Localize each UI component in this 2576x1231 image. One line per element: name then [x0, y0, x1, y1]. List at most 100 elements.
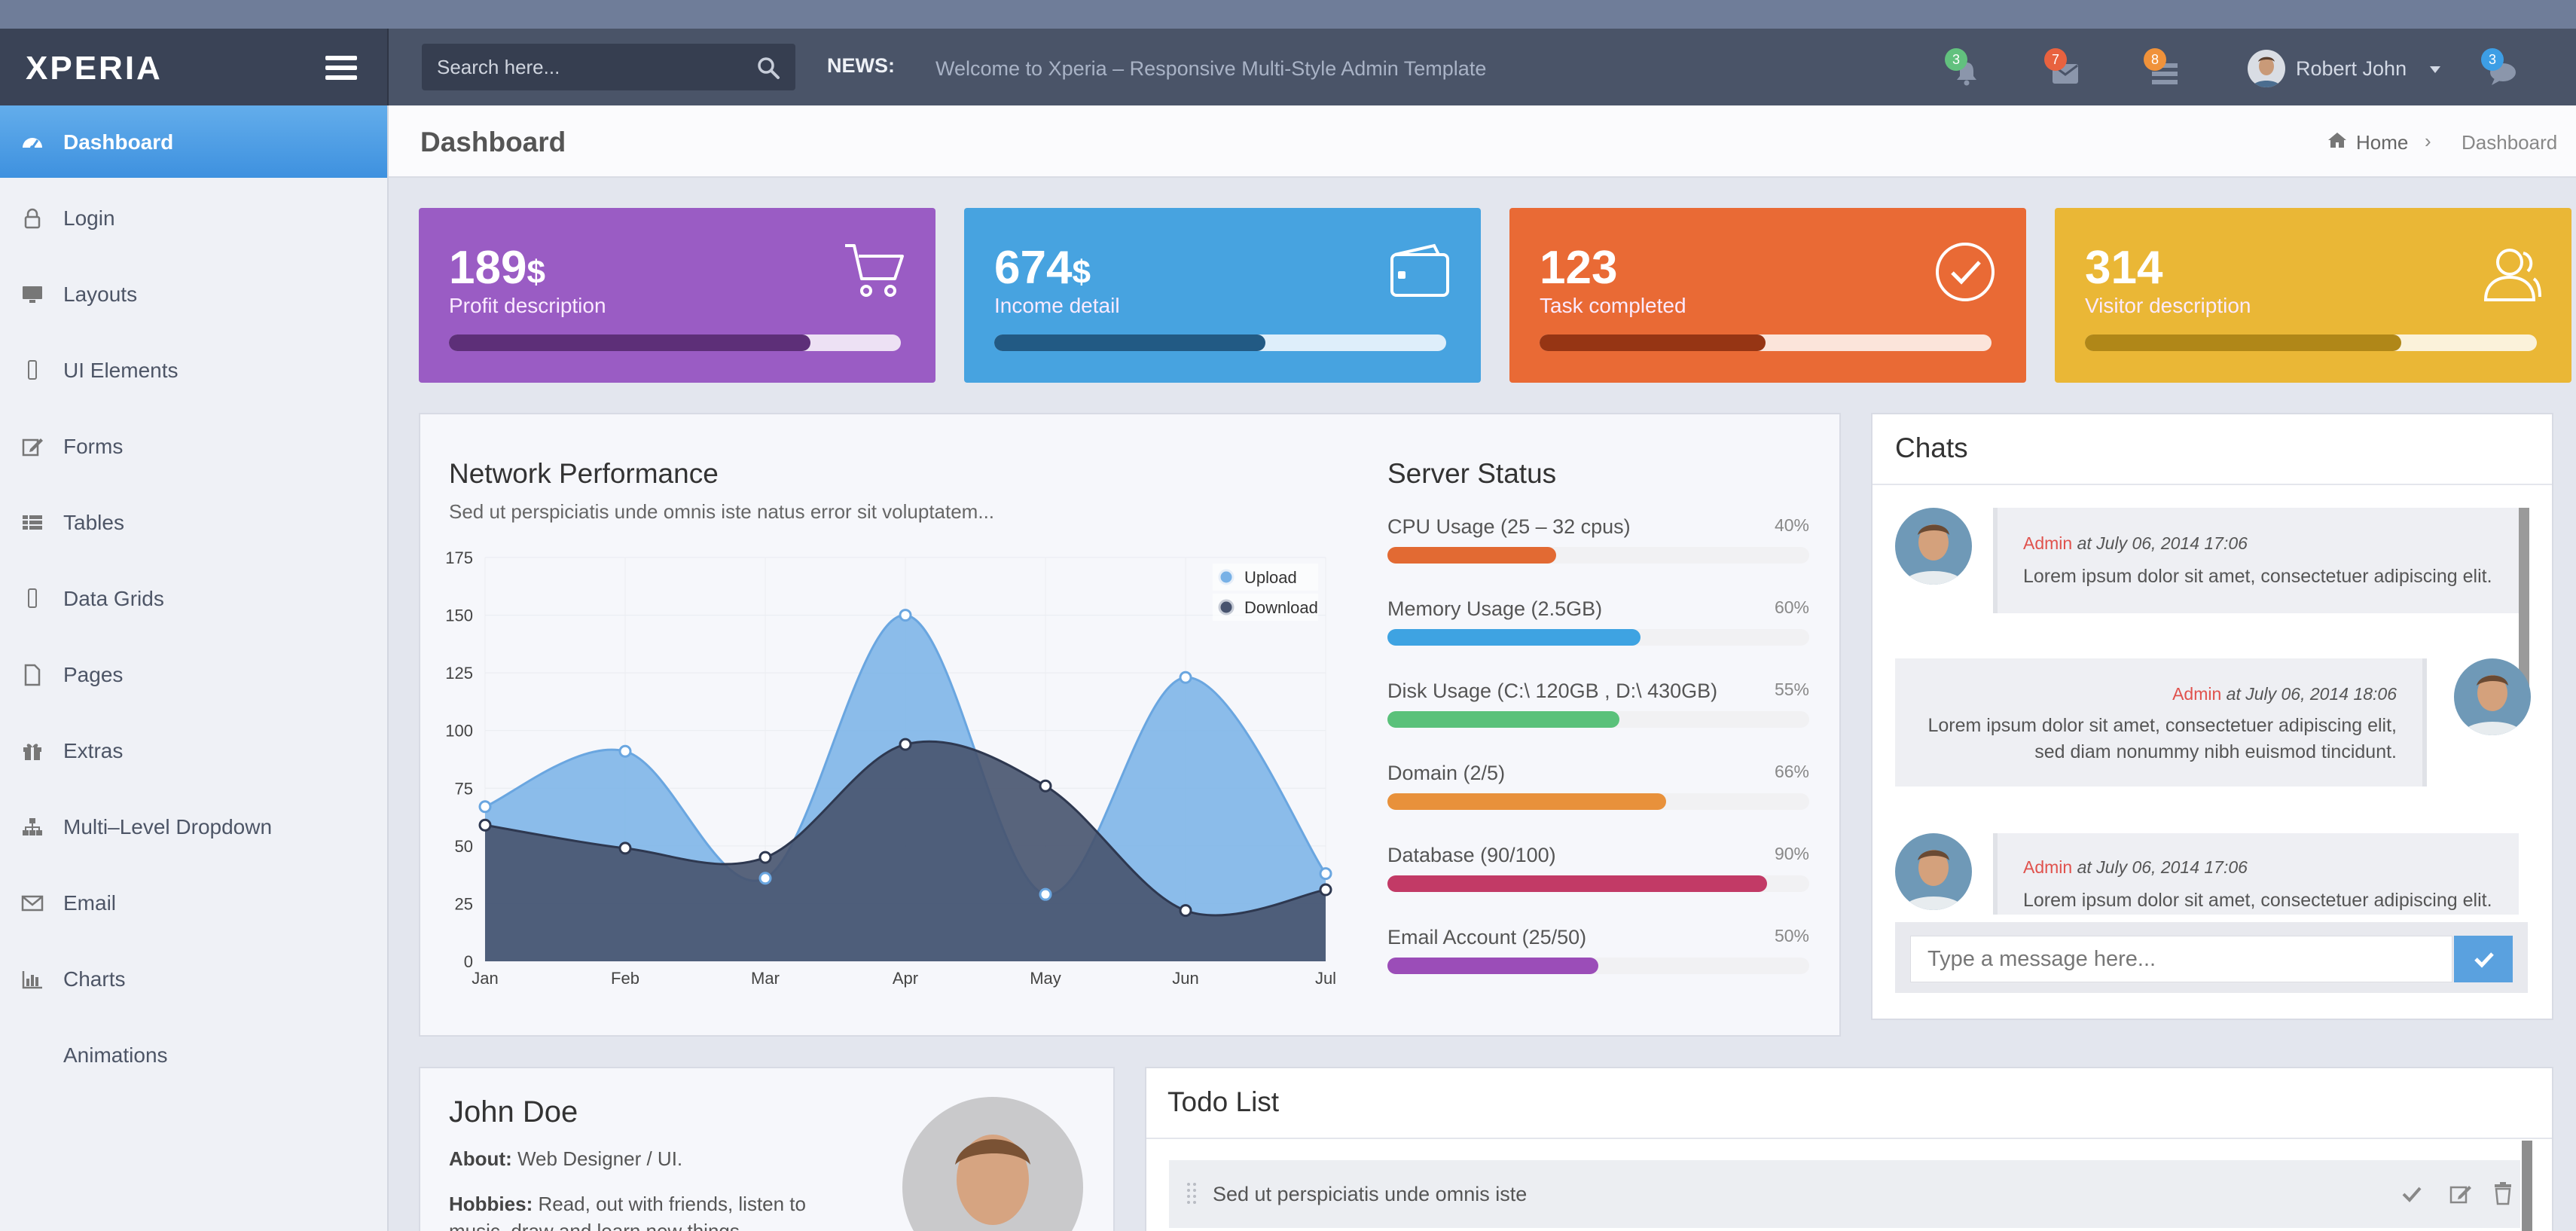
page-title: Dashboard: [420, 127, 566, 157]
stat-description: Income detail: [994, 294, 1120, 317]
chat-count-badge: 3: [2481, 48, 2504, 71]
server-status-percent: 40%: [1774, 515, 1809, 535]
todo-divider: [1146, 1138, 2552, 1139]
y-tick-label: 125: [445, 664, 473, 683]
network-server-panel: Network Performance Sed ut perspiciatis …: [419, 413, 1841, 1037]
stat-progress-track: [1540, 334, 1992, 351]
sidebar-item-layouts[interactable]: Layouts: [0, 258, 387, 330]
server-status-track: [1387, 958, 1809, 974]
chat-message-meta: Admin at July 06, 2014 18:06: [2172, 684, 2397, 704]
data-point: [478, 818, 492, 832]
chats-title: Chats: [1895, 432, 1968, 463]
stat-progress-track: [449, 334, 901, 351]
sidebar-item-label: Multi–Level Dropdown: [63, 815, 273, 838]
data-point: [899, 738, 912, 751]
edit-icon[interactable]: [2449, 1183, 2472, 1205]
sidebar-item-multi-level-dropdown[interactable]: Multi–Level Dropdown: [0, 790, 387, 863]
table-icon: [23, 515, 42, 530]
sidebar-item-ui-elements[interactable]: UI Elements: [0, 334, 387, 406]
search-input[interactable]: [422, 44, 746, 90]
x-tick-label: Jul: [1315, 969, 1336, 988]
sidebar-item-forms[interactable]: Forms: [0, 410, 387, 482]
y-tick-label: 175: [445, 548, 473, 567]
chat-bubble-button[interactable]: 3: [2480, 48, 2522, 90]
stat-description: Visitor description: [2085, 294, 2251, 317]
sidebar-item-label: Dashboard: [63, 130, 174, 154]
check-icon[interactable]: [2401, 1184, 2422, 1204]
sidebar-item-label: Forms: [63, 435, 124, 458]
todo-scrollbar[interactable]: [2522, 1141, 2532, 1231]
server-status-percent: 66%: [1774, 762, 1809, 781]
sidebar-item-charts[interactable]: Charts: [0, 942, 387, 1015]
sidebar-item-data-grids[interactable]: Data Grids: [0, 562, 387, 634]
check-circle-icon: [1936, 243, 1995, 301]
data-point: [1039, 779, 1052, 793]
messages-button[interactable]: 7: [2043, 48, 2085, 90]
drag-handle-icon[interactable]: [1186, 1181, 1198, 1207]
server-status-track: [1387, 711, 1809, 728]
server-status-percent: 50%: [1774, 926, 1809, 945]
server-status-row: Disk Usage (C:\ 120GB , D:\ 430GB) 55%: [1387, 680, 1809, 740]
hamburger-menu-icon[interactable]: [325, 56, 357, 80]
chat-message-input[interactable]: [1910, 936, 2452, 982]
user-avatar: [2248, 50, 2285, 87]
envelope-icon: [21, 895, 44, 912]
sidebar-item-label: Data Grids: [63, 587, 164, 610]
data-point: [1179, 670, 1192, 684]
chat-compose-bar: [1895, 922, 2528, 993]
chat-message-meta: Admin at July 06, 2014 17:06: [2023, 857, 2248, 877]
top-navbar: NEWS: Welcome to Xperia – Responsive Mul…: [389, 29, 2576, 105]
sidebar-item-label: Extras: [63, 739, 124, 762]
tasks-count-badge: 8: [2144, 48, 2166, 71]
bar-chart-icon: [22, 971, 42, 989]
sidebar-item-tables[interactable]: Tables: [0, 486, 387, 558]
alerts-count-badge: 3: [1945, 48, 1967, 71]
search-box: [422, 44, 795, 90]
file-icon: [24, 664, 41, 686]
server-status-fill: [1387, 875, 1767, 892]
sidebar-item-label: Animations: [63, 1043, 168, 1067]
profile-hobbies: Hobbies: Read, out with friends, listen …: [449, 1193, 806, 1231]
data-point: [1319, 867, 1332, 881]
breadcrumb-current: Dashboard: [2462, 131, 2558, 154]
server-status-row: Domain (2/5) 66%: [1387, 762, 1809, 822]
profile-name: John Doe: [449, 1095, 578, 1129]
data-point: [618, 744, 632, 758]
sidebar-item-dashboard[interactable]: Dashboard: [0, 105, 387, 178]
data-point: [478, 800, 492, 814]
server-status-track: [1387, 793, 1809, 810]
chat-scrollbar[interactable]: [2519, 508, 2529, 704]
sidebar-item-extras[interactable]: Extras: [0, 714, 387, 787]
sidebar-item-email[interactable]: Email: [0, 866, 387, 939]
chat-message-text: Lorem ipsum dolor sit amet, consectetuer…: [2023, 566, 2492, 587]
stat-description: Task completed: [1540, 294, 1686, 317]
sidebar-item-pages[interactable]: Pages: [0, 638, 387, 710]
x-tick-label: Mar: [751, 969, 780, 988]
trash-icon[interactable]: [2493, 1181, 2513, 1205]
breadcrumb-home-link[interactable]: Home: [2356, 131, 2409, 154]
stat-card-income: 674$ Income detail: [964, 208, 1481, 383]
notifications-bell-button[interactable]: 3: [1943, 48, 1985, 90]
brand-logo[interactable]: XPERIA: [26, 50, 163, 87]
server-status-track: [1387, 629, 1809, 646]
sidebar-item-login[interactable]: Login: [0, 182, 387, 254]
tasks-button[interactable]: 8: [2142, 48, 2184, 90]
search-icon[interactable]: [756, 56, 780, 80]
data-point: [618, 842, 632, 855]
legend-marker: [1218, 569, 1235, 585]
sidebar-item-label: Login: [63, 206, 115, 230]
gift-icon: [23, 744, 41, 760]
todo-title: Todo List: [1167, 1086, 1280, 1117]
sidebar-item-label: Email: [63, 891, 117, 915]
sidebar-item-animations[interactable]: Animations: [0, 1019, 387, 1091]
todo-item[interactable]: Sed ut perspiciatis unde omnis iste: [1169, 1160, 2520, 1228]
chat-avatar: [2454, 658, 2531, 735]
chats-divider: [1872, 484, 2552, 485]
x-tick-label: Feb: [611, 969, 639, 988]
page-header: Dashboard Home › Dashboard: [389, 105, 2576, 178]
chat-send-button[interactable]: [2454, 936, 2513, 982]
news-ticker[interactable]: Welcome to Xperia – Responsive Multi-Sty…: [935, 57, 1487, 80]
user-menu[interactable]: Robert John: [2248, 47, 2443, 89]
server-status-percent: 55%: [1774, 680, 1809, 699]
y-tick-label: 50: [455, 837, 473, 856]
